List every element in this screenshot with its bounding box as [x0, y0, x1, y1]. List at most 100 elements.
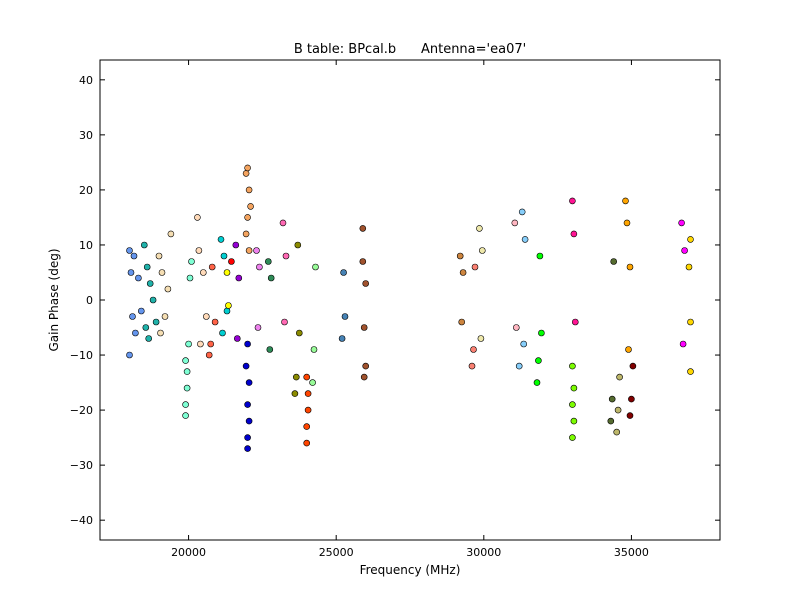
y-tick-label: 30 [79, 129, 93, 142]
data-point [303, 439, 311, 447]
data-point [129, 313, 136, 320]
data-point [338, 335, 346, 342]
data-point [310, 346, 318, 353]
data-point [309, 379, 316, 386]
data-point [225, 302, 232, 309]
data-point [244, 434, 251, 441]
data-point [254, 324, 262, 331]
data-point [303, 423, 311, 430]
data-point [685, 263, 693, 271]
chart-title: B table: BPcal.b Antenna='ea07' [294, 42, 526, 57]
data-point [623, 219, 631, 227]
data-point [155, 252, 163, 260]
data-point [205, 351, 213, 359]
data-point [244, 445, 251, 452]
data-point [471, 263, 479, 271]
data-point [341, 313, 349, 320]
y-tick-label: 20 [79, 184, 93, 197]
data-point [622, 197, 629, 205]
data-point [256, 263, 263, 271]
y-axis-ticks: −40 −30 −20 −10 0 10 20 30 40 [70, 74, 720, 527]
data-point [610, 258, 618, 265]
data-point [521, 236, 529, 243]
data-point [360, 324, 368, 331]
data-point [512, 324, 520, 331]
data-point [678, 219, 685, 227]
y-tick-label: 10 [79, 239, 93, 252]
data-point [616, 373, 623, 381]
data-point [613, 428, 621, 436]
data-point [197, 340, 204, 348]
data-point [459, 269, 467, 276]
data-point [279, 219, 287, 227]
data-point [687, 368, 694, 375]
data-point [130, 252, 138, 260]
x-axis-ticks: 20000 25000 30000 35000 [171, 60, 649, 559]
data-point [535, 357, 542, 364]
data-point [569, 434, 576, 441]
data-point [303, 373, 311, 381]
data-point [626, 263, 634, 271]
data-point [608, 395, 616, 403]
data-point [267, 274, 275, 282]
x-tick-label: 35000 [614, 546, 649, 559]
data-point [161, 313, 169, 320]
data-point [157, 329, 164, 337]
data-point [518, 208, 526, 216]
data-point [569, 197, 576, 205]
data-point [183, 384, 191, 392]
data-point [217, 236, 225, 243]
data-point [220, 252, 228, 260]
data-point [244, 164, 251, 172]
x-tick-label: 25000 [319, 546, 354, 559]
data-point [232, 241, 240, 249]
y-tick-label: −20 [70, 404, 93, 417]
data-point [194, 214, 201, 221]
data-point [211, 318, 219, 326]
data-point [132, 329, 139, 337]
data-point [167, 230, 175, 238]
data-point [158, 269, 166, 276]
data-point [245, 417, 253, 425]
data-point [679, 340, 687, 348]
data-point [126, 247, 133, 254]
data-point [242, 362, 250, 370]
data-point [294, 241, 302, 249]
data-point [195, 247, 203, 254]
data-point [477, 335, 485, 342]
y-tick-label: 0 [86, 294, 93, 307]
y-tick-label: −10 [70, 349, 93, 362]
data-point [242, 170, 250, 177]
data-point [164, 285, 172, 293]
data-point [127, 269, 135, 276]
data-point [629, 362, 637, 370]
data-point [520, 340, 528, 348]
data-point [126, 351, 133, 359]
data-point [360, 373, 368, 381]
data-point [234, 335, 241, 342]
data-point [219, 329, 226, 337]
data-point [264, 258, 272, 265]
data-point [223, 269, 231, 276]
data-point [186, 274, 194, 282]
data-point [135, 274, 142, 282]
x-tick-label: 20000 [171, 546, 206, 559]
data-point [253, 247, 260, 254]
data-point [570, 230, 578, 238]
data-point [207, 340, 214, 348]
data-points [126, 164, 694, 452]
data-point [569, 362, 576, 370]
data-point [304, 406, 312, 414]
data-point [245, 186, 253, 194]
data-point [281, 318, 288, 326]
data-point [628, 395, 635, 403]
data-point [458, 318, 466, 326]
data-point [235, 274, 243, 282]
data-point [228, 258, 235, 265]
data-point [312, 263, 319, 271]
data-point [242, 230, 250, 238]
data-point [245, 247, 253, 254]
data-point [152, 318, 160, 326]
data-point [208, 263, 216, 271]
